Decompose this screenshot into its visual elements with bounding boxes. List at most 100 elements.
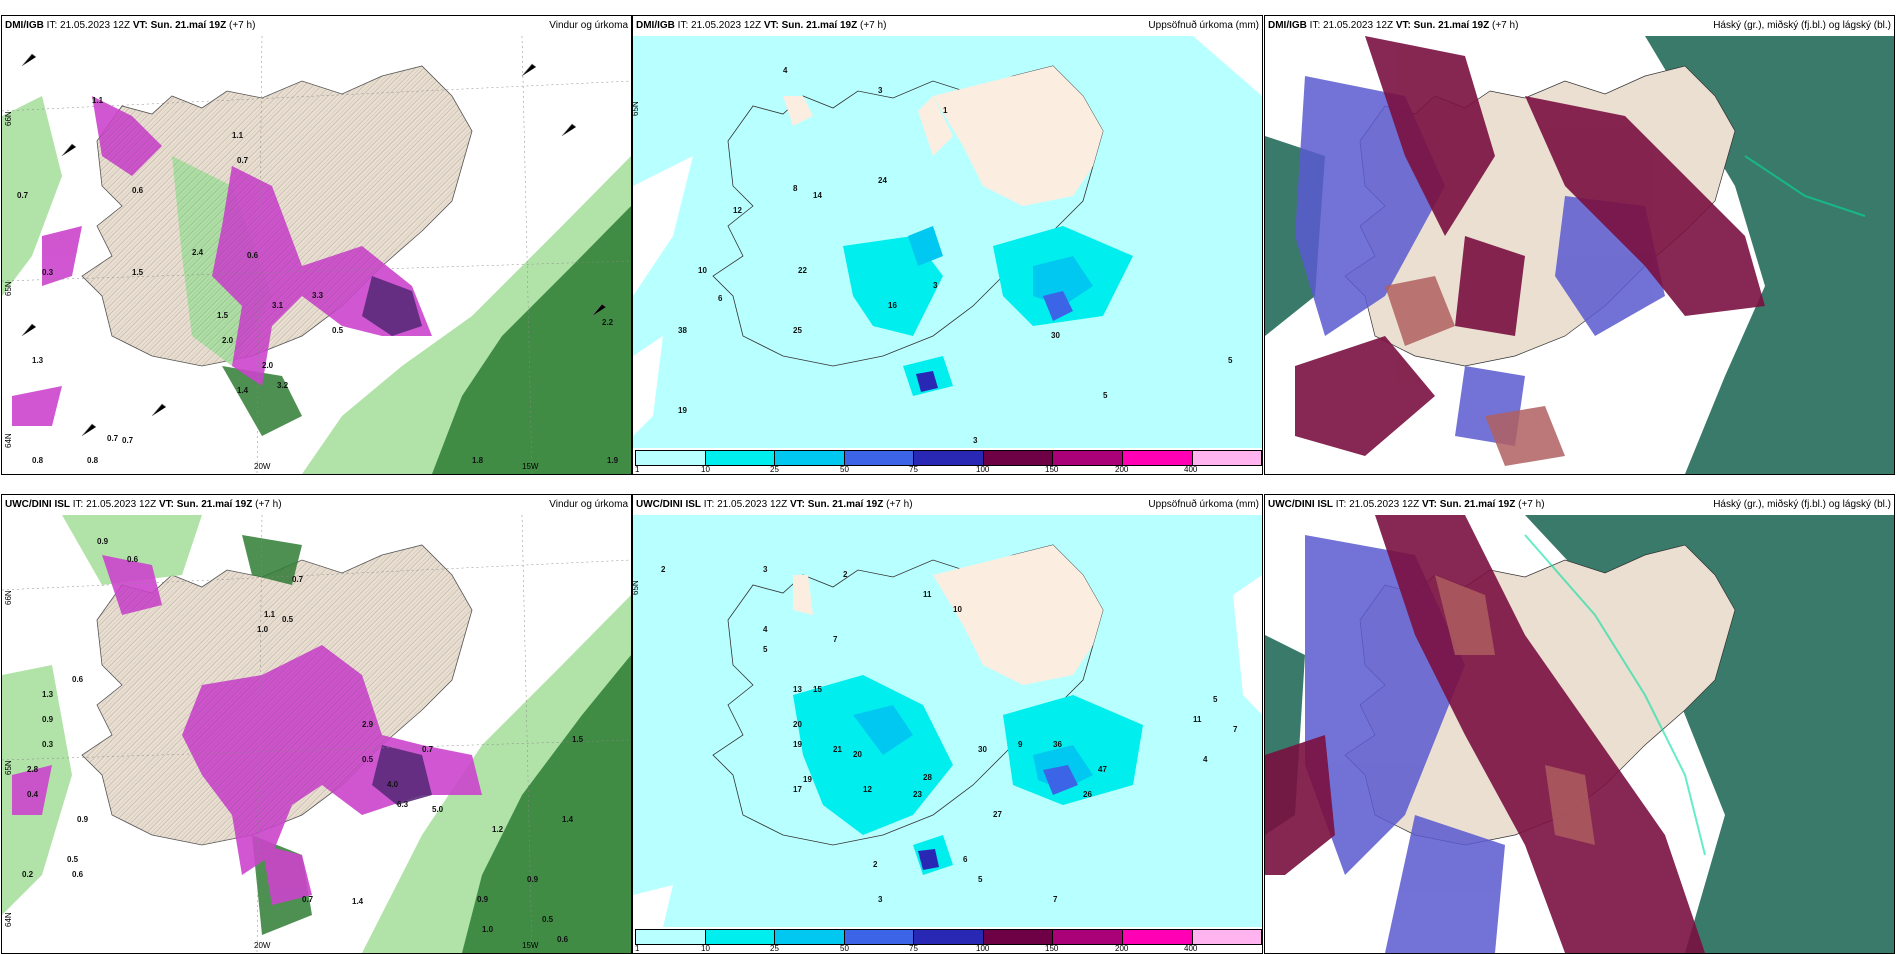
legend-swatch [1122,930,1193,944]
lat-label: 66N [4,111,13,126]
legend-tick: 1 [635,465,640,474]
legend-swatch [914,451,984,465]
value-label: 1.9 [607,456,619,465]
value-label: 20 [793,720,802,729]
value-label: 0.5 [362,755,374,764]
value-label: 2.0 [222,336,234,345]
value-label: 2.8 [27,765,39,774]
legend-swatch [1122,451,1193,465]
value-label: 6.3 [397,800,409,809]
value-label: 47 [1098,765,1107,774]
legend-swatch [636,451,706,465]
value-label: 0.6 [72,675,84,684]
value-label: 5 [1103,391,1108,400]
value-label: 1.1 [264,610,276,619]
value-label: 0.5 [67,855,79,864]
legend-tick: 200 [1115,465,1129,474]
value-label: 4 [783,66,788,75]
value-label: 2.4 [192,248,204,257]
value-label: 0.9 [77,815,89,824]
source-label: UWC/DINI ISL [1268,499,1333,510]
value-label: 0.5 [282,615,294,624]
value-label: 1.1 [92,96,104,105]
value-label: 25 [793,326,802,335]
legend-tick: 50 [840,465,849,474]
it-label: IT: 21.05.2023 12Z [677,20,762,31]
legend-tick: 100 [976,944,990,953]
legend-swatch [636,930,706,944]
value-label: 17 [793,785,802,794]
panel-uwc-accum-precip: UWC/DINI ISL IT: 21.05.2023 12Z VT: Sun.… [632,494,1263,954]
legend-swatch [844,930,915,944]
value-label: 0.7 [122,436,134,445]
value-label: 24 [878,176,887,185]
legend-tick: 10 [701,944,710,953]
value-label: 3 [763,565,768,574]
value-label: 5.0 [432,805,444,814]
vt-label: VT: Sun. 21.maí 19Z [158,499,253,510]
it-label: IT: 21.05.2023 12Z [703,499,788,510]
lat-label: 65N [632,101,640,116]
value-label: 26 [1083,790,1092,799]
value-label: 6 [963,855,968,864]
panel-header: UWC/DINI ISL IT: 21.05.2023 12Z VT: Sun.… [2,495,631,515]
value-label: 0.7 [17,191,29,200]
value-label: 14 [813,191,822,200]
value-label: 7 [833,635,838,644]
value-label: 0.6 [247,251,259,260]
legend-tick: 1 [635,944,640,953]
legend-tick: 25 [770,465,779,474]
vt-label: VT: Sun. 21.maí 19Z [789,499,884,510]
panel-header: UWC/DINI ISL IT: 21.05.2023 12Z VT: Sun.… [1265,495,1894,515]
value-label: 0.7 [237,156,249,165]
vt-label: VT: Sun. 21.maí 19Z [1421,499,1516,510]
value-label: 5 [1213,695,1218,704]
it-label: IT: 21.05.2023 12Z [1335,499,1420,510]
legend-tick: 200 [1115,944,1129,953]
legend-swatch [844,451,915,465]
legend-swatch [983,930,1054,944]
value-label: 0.7 [107,434,119,443]
value-label: 20 [853,750,862,759]
panel-dmi-clouds: DMI/IGB IT: 21.05.2023 12Z VT: Sun. 21.m… [1264,15,1895,475]
panel-title: Háský (gr.), miðský (fj.bl.) og lágský (… [1713,20,1891,31]
legend-tick: 10 [701,465,710,474]
source-label: DMI/IGB [636,20,675,31]
value-label: 3.3 [312,291,324,300]
precip-legend: 1 10 25 50 75 100 150 200 400 [633,927,1262,953]
value-label: 0.4 [27,790,39,799]
legend-tick: 400 [1184,944,1198,953]
value-label: 4.0 [387,780,399,789]
legend-tick: 400 [1184,465,1198,474]
legend-tick: 150 [1045,465,1059,474]
legend-tick: 100 [976,465,990,474]
value-label: 3.2 [277,381,289,390]
source-label: UWC/DINI ISL [5,499,70,510]
cloud-cover-map [1265,36,1894,474]
value-label: 8 [793,184,798,193]
value-label: 1.5 [217,311,229,320]
legend-tick: 25 [770,944,779,953]
value-label: 0.6 [72,870,84,879]
legend-swatch [1053,451,1123,465]
value-label: 2 [661,565,666,574]
accum-precip-map [633,515,1262,953]
value-label: 3 [878,86,883,95]
offset-label: (+7 h) [1518,499,1545,510]
value-label: 1.8 [472,456,484,465]
lat-label: 65N [632,580,640,595]
value-label: 7 [1233,725,1238,734]
value-label: 0.7 [292,575,304,584]
legend-swatch [1192,451,1262,465]
legend-tick: 75 [909,465,918,474]
wind-precip-map [2,36,631,474]
panel-header: DMI/IGB IT: 21.05.2023 12Z VT: Sun. 21.m… [633,16,1262,36]
it-label: IT: 21.05.2023 12Z [1309,20,1394,31]
value-label: 22 [798,266,807,275]
value-label: 12 [733,206,742,215]
value-label: 1.3 [42,690,54,699]
value-label: 3 [973,436,978,445]
accum-precip-map [633,36,1262,474]
offset-label: (+7 h) [1492,20,1519,31]
value-label: 19 [793,740,802,749]
